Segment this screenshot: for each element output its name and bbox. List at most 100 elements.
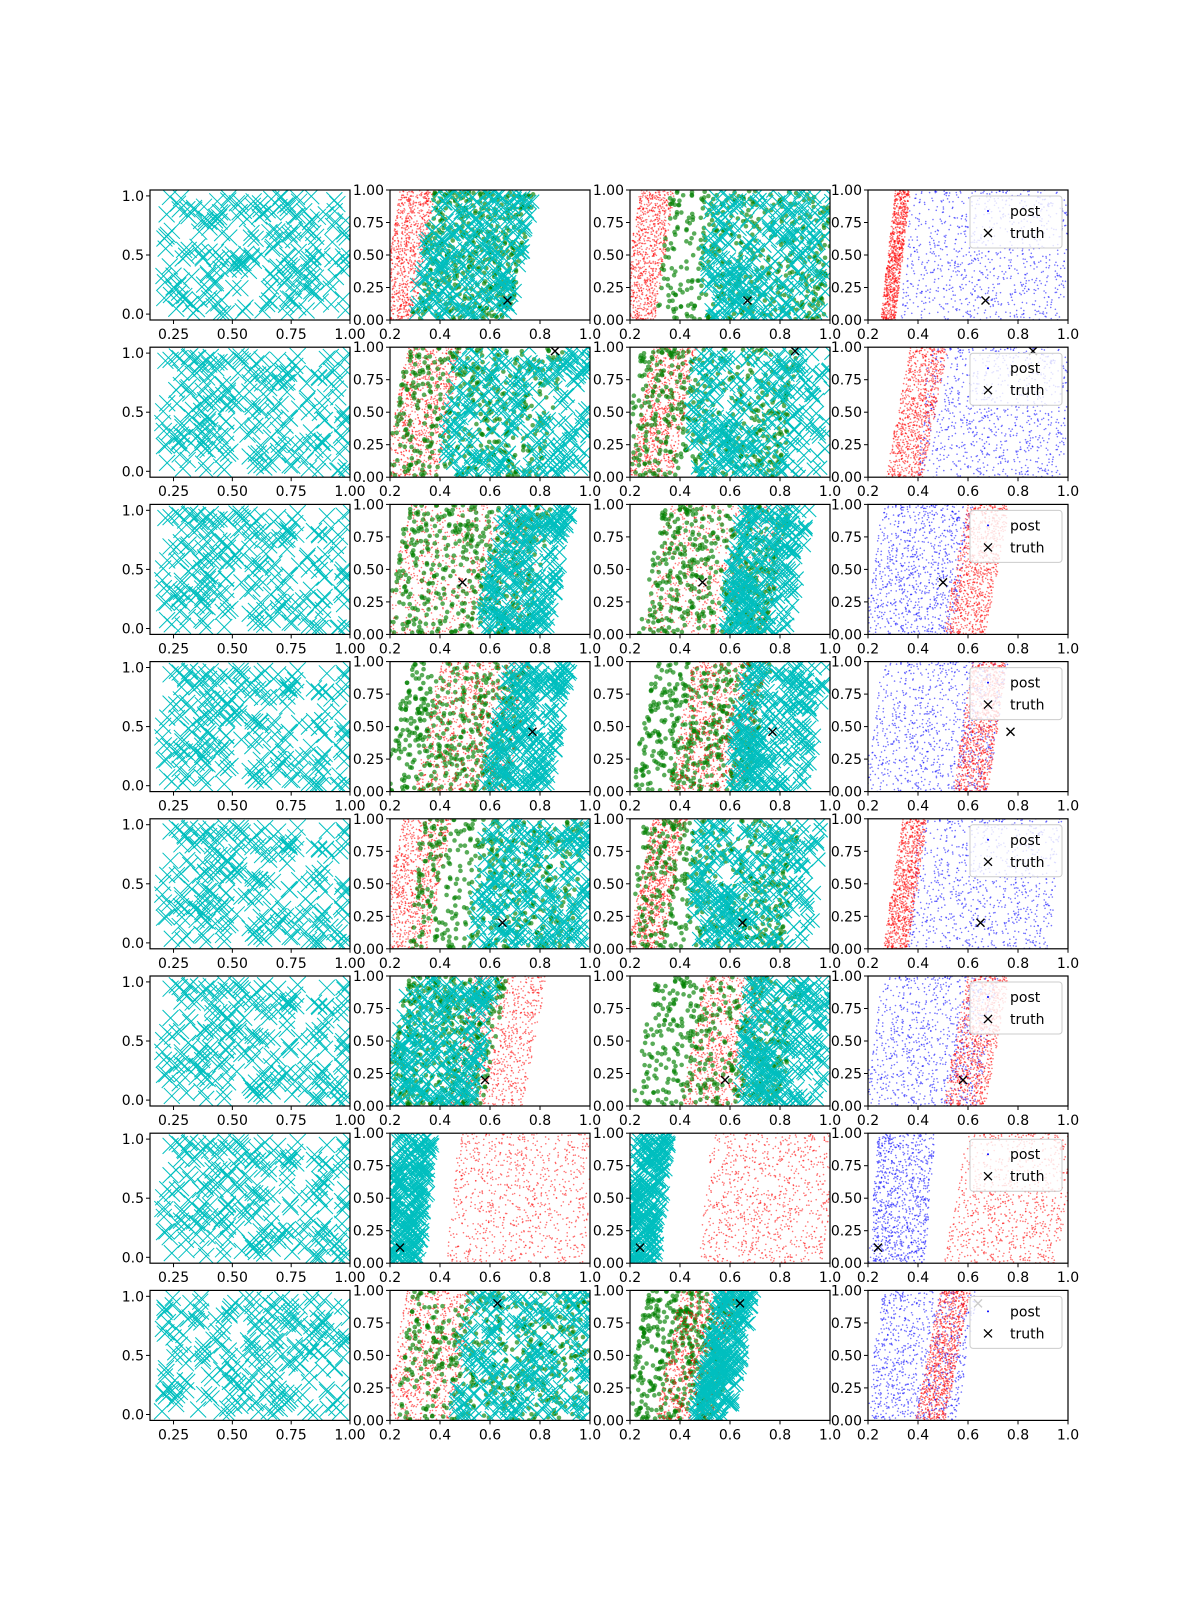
post_alt-sample-point [971, 259, 973, 262]
post-sample-point [654, 191, 657, 194]
prior-marker [307, 285, 325, 303]
post-sample-point [638, 226, 640, 229]
post-sample-point [645, 294, 647, 297]
prior-marker [243, 224, 260, 242]
post-sample-point [387, 276, 389, 278]
post-sample-point [406, 279, 409, 282]
post-sample-point [896, 232, 898, 235]
post-sample-point [632, 293, 635, 296]
post-sample-point [652, 230, 655, 233]
post-sample-point [658, 215, 661, 217]
post_alt-sample-point [980, 271, 983, 274]
post-sample-point [892, 278, 894, 280]
post-sample-point [427, 195, 429, 198]
prior-sample-marker [727, 278, 743, 294]
post-sample-point [657, 207, 659, 209]
post_alt-sample-point [1013, 291, 1016, 293]
post-sample-point [647, 236, 650, 239]
post-sample-point [397, 295, 400, 298]
post-sample-point [896, 250, 898, 252]
post_alt-sample-point [1033, 268, 1035, 270]
post_alt-sample-point [1028, 190, 1031, 192]
accepted-sample-point [431, 197, 437, 203]
post-sample-point [650, 244, 653, 247]
post_alt-sample-point [968, 280, 971, 283]
prior-sample-marker [707, 309, 722, 320]
post_alt-sample-point [995, 294, 997, 297]
post-sample-point [638, 230, 640, 232]
post-sample-point [421, 209, 424, 212]
post-sample-point [426, 221, 428, 223]
post-sample-point [644, 242, 647, 245]
post-sample-point [888, 286, 891, 289]
post_alt-sample-point [981, 271, 984, 274]
post_alt-sample-point [965, 213, 968, 216]
post-sample-point [397, 250, 400, 253]
post_alt-sample-point [974, 285, 976, 288]
prior-sample-marker [432, 309, 448, 320]
post_alt-sample-point [1000, 317, 1002, 320]
post_alt-sample-point [983, 190, 985, 193]
post-sample-point [416, 228, 418, 230]
post-sample-point [646, 253, 649, 256]
post-sample-point [647, 305, 650, 308]
prior-marker [338, 229, 350, 246]
post-sample-point [896, 257, 899, 260]
post_alt-sample-point [997, 283, 999, 285]
post-sample-point [658, 262, 660, 264]
post-sample-point [400, 237, 403, 239]
post_alt-sample-point [948, 201, 951, 203]
x-tick-label: 0.6 [719, 327, 741, 343]
post-sample-point [631, 264, 633, 266]
post-sample-point [416, 194, 418, 197]
post-sample-point [646, 276, 649, 279]
post_alt-sample-point [947, 262, 950, 264]
post-sample-point [388, 309, 390, 311]
post-sample-point [664, 227, 666, 230]
prior-samples [698, 190, 830, 320]
post-sample-point [423, 219, 426, 222]
post_alt-sample-point [989, 271, 992, 273]
post_alt-sample-point [1058, 296, 1060, 299]
post_alt-sample-point [923, 201, 926, 204]
post-sample-point [663, 219, 666, 221]
post-sample-point [656, 246, 659, 249]
post_alt-sample-point [966, 225, 969, 228]
post-sample-point [408, 308, 410, 311]
prior-sample-marker [786, 278, 802, 294]
post-sample-point [904, 195, 907, 198]
post-sample-point [409, 303, 411, 306]
post-sample-point [642, 194, 644, 197]
post-sample-point [397, 300, 399, 302]
post_alt-sample-point [902, 288, 904, 291]
post_alt-sample-point [1064, 224, 1067, 227]
accepted-sample-point [790, 269, 795, 275]
post-sample-point [652, 281, 654, 283]
post-sample-point [652, 260, 655, 263]
post_alt-sample-point [916, 248, 918, 251]
post-sample-point [425, 214, 428, 216]
post-sample-point [403, 269, 406, 271]
post-sample-point [638, 305, 641, 307]
post-sample-point [402, 209, 404, 212]
post_alt-sample-point [974, 299, 977, 301]
post_alt-sample-point [956, 274, 958, 276]
post-sample-point [384, 297, 386, 299]
post-sample-point [884, 303, 887, 306]
post-sample-point [386, 310, 388, 312]
prior-sample-marker [812, 268, 827, 284]
post_alt-sample-point [1047, 275, 1049, 277]
post-sample-point [642, 207, 644, 209]
post-sample-point [658, 271, 660, 274]
post-sample-point [422, 225, 424, 228]
post-sample-point [887, 252, 890, 255]
prior-marker [268, 223, 286, 240]
post-sample-point [646, 247, 648, 249]
prior-sample-marker [810, 196, 826, 212]
post-sample-point [662, 209, 664, 212]
prior-sample-marker [447, 241, 463, 257]
post-sample-point [654, 282, 657, 285]
prior-sample-marker [746, 239, 762, 255]
post-sample-point [398, 248, 400, 250]
post_alt-sample-point [996, 277, 999, 280]
